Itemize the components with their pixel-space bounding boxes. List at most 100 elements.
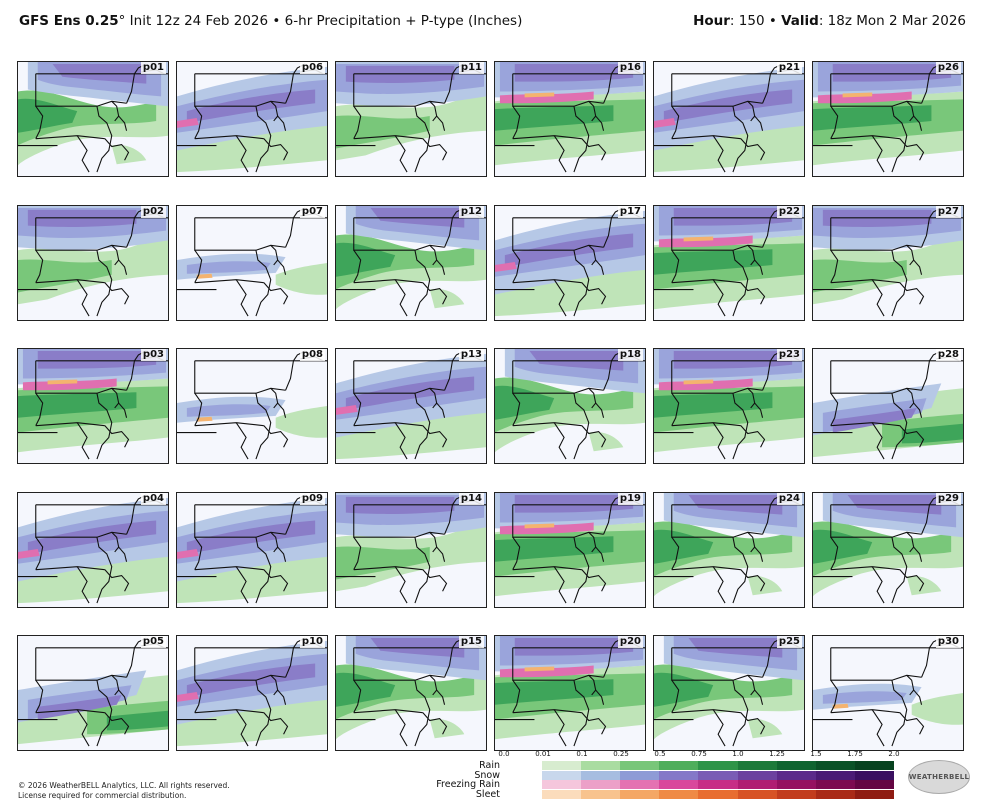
state-border <box>906 674 915 696</box>
state-border <box>712 422 726 460</box>
precip-map-p02 <box>18 205 168 316</box>
hour-value: : 150 <box>729 13 765 29</box>
panel-label: p24 <box>776 492 802 505</box>
legend-swatch <box>854 770 894 780</box>
state-border <box>762 504 771 534</box>
state-border <box>353 647 445 681</box>
state-border <box>899 568 925 592</box>
state-border <box>270 531 279 552</box>
legend-swatch <box>620 761 660 770</box>
legend-swatch <box>815 761 855 770</box>
panel-label: p17 <box>617 205 643 218</box>
state-border <box>414 393 431 460</box>
state-border <box>277 546 287 562</box>
panel-label: p30 <box>935 636 961 648</box>
state-border <box>263 281 289 305</box>
legend-swatch <box>698 789 738 799</box>
ensemble-panel-p02: p02 <box>17 204 169 321</box>
state-border <box>118 546 128 562</box>
state-border <box>285 217 294 247</box>
legend-tick: 0.1 <box>576 750 588 758</box>
state-border <box>762 360 771 391</box>
state-border <box>588 244 597 265</box>
precip-area <box>186 260 271 274</box>
precip-area <box>177 118 199 128</box>
hour-label: Hour <box>693 13 730 29</box>
panel-label: p10 <box>299 636 325 648</box>
map-header: GFS Ens 0.25° Init 12z 24 Feb 2026 • 6-h… <box>0 0 984 44</box>
state-border <box>255 680 272 747</box>
legend-swatch <box>581 761 621 770</box>
precip-map-p14 <box>336 492 486 603</box>
precip-area <box>524 92 555 98</box>
state-border <box>732 249 749 316</box>
state-border <box>436 689 446 705</box>
state-border <box>747 674 756 696</box>
precip-map-p01 <box>18 62 168 173</box>
state-border <box>921 647 930 678</box>
state-border <box>263 138 289 161</box>
state-border <box>111 244 120 265</box>
state-border <box>891 393 908 460</box>
legend-swatch <box>620 780 660 789</box>
state-border <box>194 679 203 713</box>
precip-area <box>18 98 78 133</box>
precip-area <box>842 92 873 98</box>
precip-area <box>817 91 912 104</box>
legend-swatch <box>620 789 660 799</box>
legend-swatch <box>542 780 582 789</box>
state-border <box>899 281 925 305</box>
state-border <box>194 249 203 283</box>
legend-tick: 0.25 <box>613 750 629 758</box>
legend-swatch <box>854 780 894 789</box>
state-border <box>913 115 923 131</box>
legend-color-bar <box>542 789 894 799</box>
state-border <box>512 392 521 426</box>
state-border <box>603 647 612 678</box>
precip-area <box>832 63 952 82</box>
state-border <box>512 679 521 713</box>
state-border <box>235 565 249 603</box>
state-border <box>512 135 582 140</box>
state-border <box>921 73 930 104</box>
state-border <box>96 393 113 460</box>
ensemble-panel-p13: p13 <box>335 348 487 464</box>
state-border <box>830 392 839 426</box>
state-border <box>871 709 885 747</box>
state-border <box>96 680 113 747</box>
precip-map-p18 <box>495 349 645 460</box>
state-border <box>414 536 431 603</box>
state-border <box>353 73 445 107</box>
state-border <box>194 392 203 426</box>
legend-row-label: Rain <box>479 760 500 771</box>
state-border <box>573 106 590 173</box>
precip-map-p30 <box>813 637 963 747</box>
legend-tick: 0.5 <box>654 750 666 758</box>
state-border <box>595 689 605 705</box>
precip-area <box>822 209 932 227</box>
state-border <box>512 105 521 139</box>
precip-map-p24 <box>654 492 804 603</box>
ensemble-panel-p05: p05 <box>17 635 169 751</box>
panel-label: p20 <box>617 636 643 648</box>
panel-label: p25 <box>776 636 802 648</box>
panel-label: p08 <box>299 349 325 361</box>
precip-area <box>47 379 78 385</box>
legend-tick: 1.5 <box>810 750 822 758</box>
precip-map-p10 <box>177 637 327 747</box>
ensemble-panel-p28: p28 <box>812 348 964 464</box>
ensemble-panel-p22: p22 <box>653 204 805 321</box>
state-border <box>871 565 885 603</box>
state-border <box>353 679 362 713</box>
state-border <box>194 217 286 251</box>
copyright-footer: © 2026 WeatherBELL Analytics, LLC. All r… <box>18 781 230 801</box>
state-border <box>762 73 771 104</box>
panel-label: p05 <box>140 636 166 648</box>
panel-label: p15 <box>458 636 484 648</box>
precip-area <box>495 535 614 562</box>
panel-label: p01 <box>140 62 166 74</box>
state-border <box>263 425 289 448</box>
weatherbell-logo: WEATHERBELL <box>908 760 970 794</box>
state-border <box>891 680 908 747</box>
precip-area <box>813 529 873 564</box>
